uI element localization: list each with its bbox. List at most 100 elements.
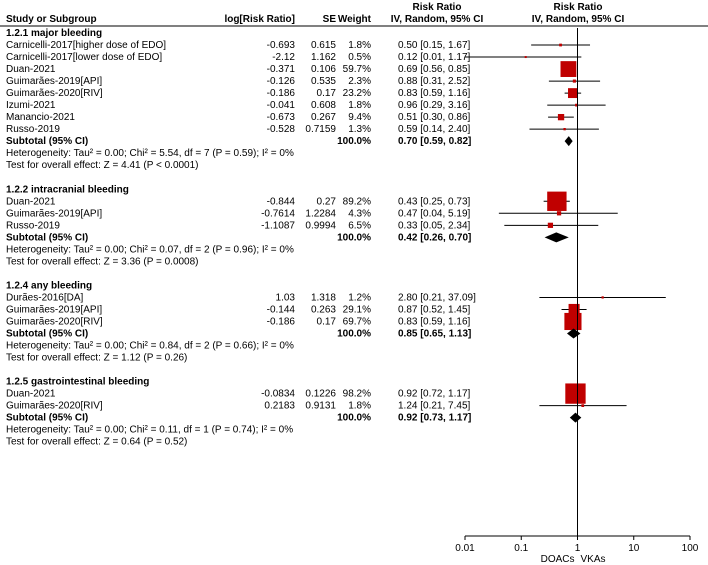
study-ci-text: 2.80 [0.21, 37.09] bbox=[398, 292, 476, 303]
study-ci-text: 0.59 [0.14, 2.40] bbox=[398, 124, 471, 135]
favours-left-label: DOACs bbox=[541, 554, 575, 565]
x-tick-label: 1 bbox=[575, 543, 581, 554]
study-se: 0.17 bbox=[317, 88, 337, 99]
group-title: 1.2.4 any bleeding bbox=[6, 280, 92, 291]
study-box bbox=[557, 113, 565, 121]
study-name: Russo-2019 bbox=[6, 124, 60, 135]
study-weight: 23.2% bbox=[343, 88, 371, 99]
study-box bbox=[560, 61, 577, 77]
subtotal-weight: 100.0% bbox=[337, 413, 371, 424]
study-ci-text: 0.88 [0.31, 2.52] bbox=[398, 76, 471, 87]
subtotal-ci-text: 0.70 [0.59, 0.82] bbox=[398, 136, 471, 147]
study-name: Duan-2021 bbox=[6, 64, 56, 75]
study-weight: 69.7% bbox=[343, 316, 371, 327]
study-weight: 6.5% bbox=[348, 220, 371, 231]
study-weight: 89.2% bbox=[343, 196, 371, 207]
study-ci-text: 0.92 [0.72, 1.17] bbox=[398, 389, 471, 400]
study-box bbox=[563, 127, 566, 131]
study-log-rr: -1.1087 bbox=[261, 220, 295, 231]
subtotal-weight: 100.0% bbox=[337, 136, 371, 147]
study-name: Durães-2016[DA] bbox=[6, 292, 83, 303]
study-box bbox=[601, 296, 604, 299]
subtotal-label: Subtotal (95% CI) bbox=[6, 232, 88, 243]
study-box bbox=[568, 88, 578, 99]
study-se: 0.27 bbox=[317, 196, 337, 207]
study-box bbox=[524, 56, 527, 59]
study-name: Guimarães-2020[RIV] bbox=[6, 316, 103, 327]
study-weight: 1.8% bbox=[348, 100, 371, 111]
study-log-rr: -0.126 bbox=[267, 76, 296, 87]
summary-diamond bbox=[566, 328, 581, 339]
study-name: Guimarães-2019[API] bbox=[6, 76, 102, 87]
study-name: Carnicelli-2017[higher dose of EDO] bbox=[6, 40, 166, 51]
study-ci-text: 0.51 [0.30, 0.86] bbox=[398, 112, 471, 123]
subtotal-label: Subtotal (95% CI) bbox=[6, 329, 88, 340]
study-name: Manancio-2021 bbox=[6, 112, 75, 123]
study-se: 0.7159 bbox=[305, 124, 336, 135]
study-ci-text: 0.69 [0.56, 0.85] bbox=[398, 64, 471, 75]
study-weight: 29.1% bbox=[343, 304, 371, 315]
favours-right-label: VKAs bbox=[581, 554, 606, 565]
group-title: 1.2.5 gastrointestinal bleeding bbox=[6, 377, 149, 388]
study-weight: 1.2% bbox=[348, 292, 371, 303]
summary-diamond bbox=[544, 232, 569, 243]
study-name: Duan-2021 bbox=[6, 389, 56, 400]
study-ci-text: 0.50 [0.15, 1.67] bbox=[398, 40, 471, 51]
overall-effect-text: Test for overall effect: Z = 3.36 (P = 0… bbox=[6, 256, 199, 267]
study-log-rr: -0.186 bbox=[267, 316, 296, 327]
study-name: Izumi-2021 bbox=[6, 100, 56, 111]
study-name: Guimarães-2020[RIV] bbox=[6, 401, 103, 412]
group-title: 1.2.2 intracranial bleeding bbox=[6, 184, 129, 195]
study-log-rr: 0.2183 bbox=[264, 401, 295, 412]
study-log-rr: -0.528 bbox=[267, 124, 296, 135]
study-se: 0.267 bbox=[311, 112, 336, 123]
study-name: Duan-2021 bbox=[6, 196, 56, 207]
study-ci-text: 0.87 [0.52, 1.45] bbox=[398, 304, 471, 315]
study-log-rr: -0.0834 bbox=[261, 389, 295, 400]
study-log-rr: -0.693 bbox=[267, 40, 296, 51]
header-weight: Weight bbox=[338, 14, 372, 25]
study-box bbox=[565, 383, 586, 404]
header-study: Study or Subgroup bbox=[6, 14, 97, 25]
study-box bbox=[564, 312, 582, 331]
study-weight: 1.8% bbox=[348, 40, 371, 51]
x-tick-label: 0.01 bbox=[455, 543, 475, 554]
header-se: SE bbox=[323, 14, 337, 25]
study-se: 0.9994 bbox=[305, 220, 336, 231]
subtotal-label: Subtotal (95% CI) bbox=[6, 413, 88, 424]
study-se: 0.263 bbox=[311, 304, 336, 315]
study-se: 1.318 bbox=[311, 292, 336, 303]
overall-effect-text: Test for overall effect: Z = 4.41 (P < 0… bbox=[6, 160, 199, 171]
study-log-rr: -0.844 bbox=[267, 196, 296, 207]
study-name: Guimarães-2020[RIV] bbox=[6, 88, 103, 99]
heterogeneity-text: Heterogeneity: Tau² = 0.00; Chi² = 0.11,… bbox=[6, 425, 293, 436]
study-box bbox=[568, 303, 580, 315]
study-weight: 0.5% bbox=[348, 52, 371, 63]
study-name: Russo-2019 bbox=[6, 220, 60, 231]
study-ci-text: 0.96 [0.29, 3.16] bbox=[398, 100, 471, 111]
group-title: 1.2.1 major bleeding bbox=[6, 28, 102, 39]
study-se: 0.1226 bbox=[305, 389, 336, 400]
study-se: 0.615 bbox=[311, 40, 336, 51]
study-log-rr: -0.186 bbox=[267, 88, 296, 99]
study-se: 0.9131 bbox=[305, 401, 336, 412]
study-log-rr: -0.371 bbox=[267, 64, 296, 75]
heterogeneity-text: Heterogeneity: Tau² = 0.00; Chi² = 5.54,… bbox=[6, 148, 294, 159]
study-box bbox=[556, 211, 562, 216]
study-weight: 4.3% bbox=[348, 208, 371, 219]
study-ci-text: 0.83 [0.59, 1.16] bbox=[398, 316, 471, 327]
study-log-rr: 1.03 bbox=[276, 292, 296, 303]
study-log-rr: -0.7614 bbox=[261, 208, 295, 219]
study-weight: 59.7% bbox=[343, 64, 371, 75]
header-plot-title: Risk Ratio bbox=[554, 2, 603, 13]
study-name: Guimarães-2019[API] bbox=[6, 304, 102, 315]
subtotal-ci-text: 0.42 [0.26, 0.70] bbox=[398, 232, 471, 243]
study-weight: 98.2% bbox=[343, 389, 371, 400]
study-ci-text: 0.47 [0.04, 5.19] bbox=[398, 208, 471, 219]
study-box bbox=[572, 79, 576, 83]
heterogeneity-text: Heterogeneity: Tau² = 0.00; Chi² = 0.07,… bbox=[6, 244, 294, 255]
header-rr-method: IV, Random, 95% CI bbox=[391, 14, 484, 25]
study-box bbox=[559, 43, 562, 47]
study-weight: 1.3% bbox=[348, 124, 371, 135]
